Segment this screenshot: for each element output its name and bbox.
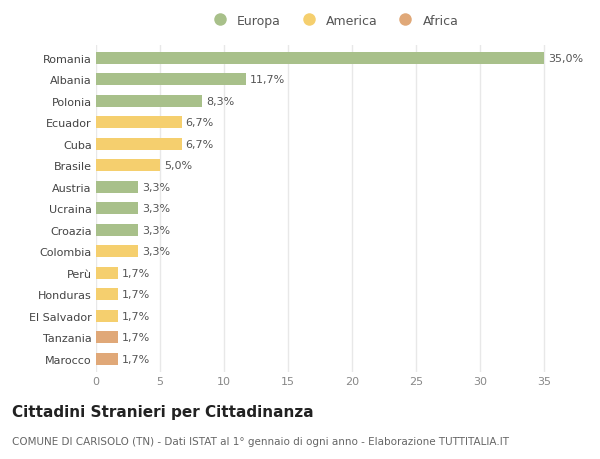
Bar (96, 74, 246, 86)
Bar (96, 310, 118, 322)
Bar (96, 139, 182, 151)
Bar (96, 160, 160, 172)
Text: 3,3%: 3,3% (142, 225, 170, 235)
Legend: Europa, America, Africa: Europa, America, Africa (202, 10, 464, 33)
Bar (96, 117, 182, 129)
Bar (96, 353, 118, 365)
Text: 1,7%: 1,7% (122, 268, 150, 278)
Text: 35,0%: 35,0% (548, 54, 583, 64)
Text: 5,0%: 5,0% (164, 161, 192, 171)
Bar (96, 181, 138, 193)
Text: 3,3%: 3,3% (142, 204, 170, 214)
Text: 6,7%: 6,7% (185, 140, 214, 150)
Bar (96, 96, 202, 107)
Text: COMUNE DI CARISOLO (TN) - Dati ISTAT al 1° gennaio di ogni anno - Elaborazione T: COMUNE DI CARISOLO (TN) - Dati ISTAT al … (12, 436, 509, 446)
Bar (96, 267, 118, 279)
Bar (96, 331, 118, 343)
Text: 8,3%: 8,3% (206, 97, 235, 106)
Text: 1,7%: 1,7% (122, 332, 150, 342)
Bar (96, 289, 118, 301)
Text: 6,7%: 6,7% (185, 118, 214, 128)
Text: 1,7%: 1,7% (122, 311, 150, 321)
Text: 1,7%: 1,7% (122, 354, 150, 364)
Text: 3,3%: 3,3% (142, 247, 170, 257)
Bar (96, 53, 544, 65)
Text: Cittadini Stranieri per Cittadinanza: Cittadini Stranieri per Cittadinanza (12, 404, 314, 419)
Bar (96, 246, 138, 257)
Bar (96, 224, 138, 236)
Bar (96, 203, 138, 215)
Text: 1,7%: 1,7% (122, 290, 150, 300)
Text: 3,3%: 3,3% (142, 182, 170, 192)
Text: 11,7%: 11,7% (250, 75, 285, 85)
